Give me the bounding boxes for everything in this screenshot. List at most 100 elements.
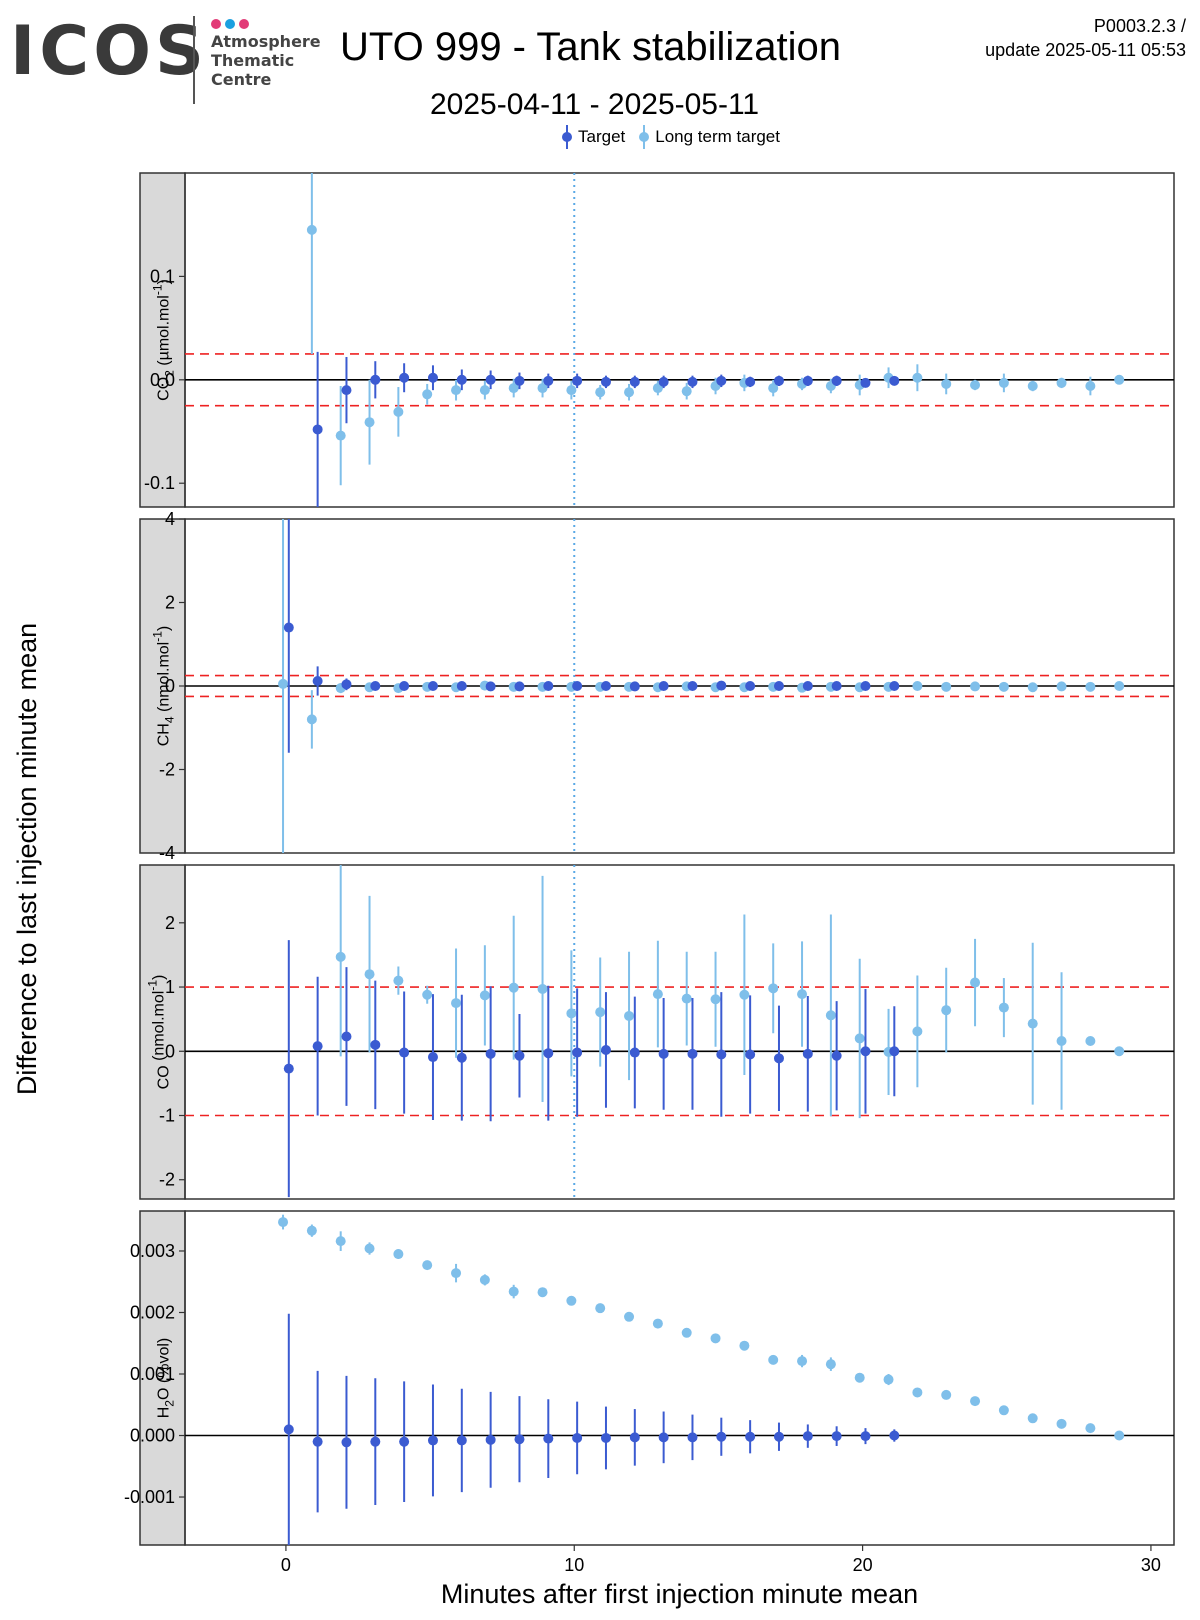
logo-dot-3 (239, 19, 249, 29)
point-target (485, 374, 496, 385)
point-long-term-target (1114, 1430, 1125, 1441)
point-target (831, 681, 842, 691)
point-long-term-target (998, 1405, 1009, 1416)
point-target (341, 1437, 352, 1448)
point-target (399, 1436, 410, 1447)
point-target (283, 1424, 294, 1435)
point-long-term-target (479, 990, 490, 1001)
point-target (572, 375, 583, 386)
legend-key-target-icon (562, 125, 572, 149)
legend-key-long-term-icon (639, 125, 650, 149)
point-target (687, 1048, 698, 1059)
point-target (745, 681, 756, 691)
point-long-term-target (364, 969, 375, 980)
panel-frame (184, 864, 1175, 1200)
point-target (802, 375, 813, 386)
chart-header: ICOS Atmosphere Thematic Centre UTO 999 … (0, 0, 1200, 170)
logo-dots-icon (211, 16, 253, 34)
y-tick-label: 0.000 (130, 1426, 175, 1446)
point-long-term-target (998, 681, 1009, 692)
point-long-term-target (624, 1311, 635, 1322)
panel-strip-label: CH4 (nmol.mol-1) (151, 626, 177, 746)
panel-0: CO2 (µmol.mol-1) -0.1 0.0 0.1 (139, 172, 1175, 508)
point-target (658, 681, 669, 691)
point-long-term-target (566, 385, 577, 396)
update-timestamp: update 2025-05-11 05:53 (985, 40, 1186, 60)
point-target (889, 1046, 900, 1057)
point-long-term-target (710, 994, 721, 1005)
point-target (514, 1434, 525, 1445)
point-target (716, 680, 727, 691)
point-long-term-target (479, 1274, 490, 1285)
point-long-term-target (364, 1243, 375, 1254)
point-long-term-target (1027, 381, 1038, 392)
y-tick-label: 2 (165, 913, 175, 933)
point-long-term-target (393, 975, 404, 986)
point-long-term-target (306, 224, 317, 235)
point-target (283, 622, 294, 633)
y-tick-label: 0.0 (150, 370, 175, 390)
point-long-term-target (508, 383, 519, 394)
point-long-term-target (941, 1005, 952, 1016)
point-long-term-target (422, 989, 433, 1000)
panel-strip-label: CO2 (µmol.mol-1) (151, 279, 177, 401)
point-long-term-target (1114, 1046, 1125, 1057)
point-target (860, 377, 871, 388)
panel-data (185, 1214, 1174, 1545)
point-target (514, 681, 525, 692)
point-target (485, 1048, 496, 1059)
point-long-term-target (278, 678, 289, 689)
point-long-term-target (883, 1374, 894, 1385)
point-long-term-target (451, 1268, 462, 1279)
x-tick-label: 20 (853, 1555, 873, 1575)
y-tick-label: -0.001 (124, 1487, 175, 1507)
point-long-term-target (768, 983, 779, 994)
point-long-term-target (825, 1010, 836, 1021)
point-long-term-target (364, 417, 375, 428)
logo-subtitle: Atmosphere Thematic Centre (211, 32, 321, 89)
panel-strip-label: CO (nmol.mol-1) (146, 975, 173, 1090)
point-long-term-target (1027, 682, 1038, 693)
y-tick-label: 1 (165, 977, 175, 997)
panel-strip (139, 1210, 186, 1546)
logo-dot-2 (225, 19, 235, 29)
point-target (543, 375, 554, 386)
point-long-term-target (566, 1008, 577, 1019)
panel-data (185, 865, 1174, 1199)
point-target (543, 1048, 554, 1059)
point-target (427, 372, 438, 383)
point-long-term-target (1056, 1418, 1067, 1429)
point-long-term-target (941, 1389, 952, 1400)
icos-logo: ICOS (10, 12, 208, 91)
point-long-term-target (595, 1007, 606, 1018)
point-target (831, 1050, 842, 1061)
version-label: P0003.2.3 / (1093, 16, 1186, 36)
point-target (399, 681, 410, 691)
point-target (773, 1431, 784, 1442)
point-long-term-target (970, 977, 981, 988)
panel-data (185, 173, 1174, 507)
point-long-term-target (912, 1026, 923, 1037)
logo-sub-line-3: Centre (211, 70, 272, 89)
legend-item-long-term-target: Long term target (637, 124, 780, 150)
point-long-term-target (537, 983, 548, 994)
y-tick-label: 0.001 (130, 1364, 175, 1384)
panel-strip-label: H2O (%vol) (156, 1338, 177, 1418)
point-long-term-target (508, 982, 519, 993)
point-target (658, 376, 669, 387)
point-long-term-target (508, 1286, 519, 1297)
panel-strip (139, 518, 186, 854)
panel-frame (184, 1210, 1175, 1546)
point-target (745, 1049, 756, 1060)
version-info: P0003.2.3 / update 2025-05-11 05:53 (985, 14, 1186, 62)
point-target (514, 1050, 525, 1061)
point-target (312, 675, 323, 686)
point-long-term-target (941, 681, 952, 692)
point-target (485, 681, 496, 692)
panel-frame (184, 172, 1175, 508)
point-long-term-target (595, 1303, 606, 1314)
chart-date-range: 2025-04-11 - 2025-05-11 (430, 88, 760, 121)
point-long-term-target (912, 372, 923, 383)
point-target (802, 681, 813, 691)
